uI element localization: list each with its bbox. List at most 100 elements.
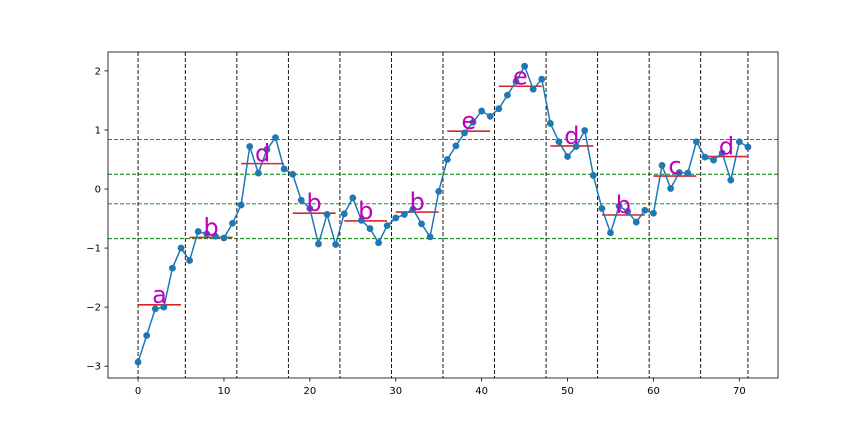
data-point (134, 358, 142, 366)
data-point (684, 169, 692, 177)
data-point (598, 205, 606, 212)
segment-label: d (719, 133, 734, 161)
plot-frame (107, 51, 779, 379)
segment-label: c (668, 152, 681, 180)
data-point (237, 201, 245, 209)
data-point (452, 142, 460, 150)
data-point (521, 62, 529, 70)
data-point (254, 169, 262, 177)
data-point (375, 239, 382, 247)
x-tick-label: 20 (303, 386, 316, 397)
data-point (203, 230, 211, 238)
data-point (194, 228, 202, 235)
y-tick-label: 2 (95, 66, 101, 77)
segment-label: b (203, 213, 218, 241)
data-point (418, 220, 425, 228)
segment-label: d (255, 140, 270, 168)
data-point (229, 219, 236, 227)
x-tick-label: 60 (647, 386, 660, 397)
data-point (589, 172, 597, 179)
data-point (504, 91, 511, 99)
data-point (675, 169, 683, 176)
data-point (272, 134, 279, 142)
data-point (169, 264, 176, 272)
data-point (426, 233, 434, 241)
data-point (692, 138, 700, 146)
data-point (572, 143, 580, 150)
data-point (160, 303, 168, 311)
x-tick-label: 30 (389, 386, 402, 397)
data-point (280, 165, 288, 173)
data-point (727, 176, 735, 184)
data-series (134, 62, 752, 366)
data-point (315, 240, 322, 248)
data-point (512, 78, 520, 85)
x-tick-label: 50 (561, 386, 574, 397)
data-point (151, 305, 159, 313)
segment-label: b (358, 197, 373, 225)
data-point (615, 202, 623, 210)
y-tick-label: −2 (86, 303, 101, 314)
segment-label: e (461, 107, 476, 135)
data-point (323, 211, 331, 218)
data-point (650, 209, 657, 217)
data-point (735, 138, 743, 146)
data-point (340, 210, 348, 218)
threshold-lines (108, 138, 778, 240)
x-tick-label: 40 (475, 386, 488, 397)
data-point (289, 170, 297, 178)
data-point (641, 206, 649, 214)
data-point (435, 187, 443, 195)
data-point (555, 138, 563, 146)
data-point (718, 149, 726, 157)
data-point (220, 234, 228, 242)
data-point (461, 129, 468, 137)
data-point (383, 222, 391, 230)
data-point (143, 332, 151, 339)
data-point (186, 257, 194, 264)
data-point (349, 194, 357, 202)
data-point (400, 211, 408, 218)
y-tick-label: −1 (86, 244, 101, 255)
data-point (581, 127, 589, 134)
data-point (658, 161, 666, 169)
data-point (357, 216, 365, 224)
data-point (392, 214, 400, 222)
segment-label: b (307, 189, 322, 217)
x-tick-label: 10 (218, 386, 231, 397)
data-point (469, 118, 477, 126)
data-point (246, 143, 254, 150)
x-axis: 0 10 20 30 40 50 60 70 (135, 378, 746, 397)
data-point (632, 218, 640, 226)
y-tick-label: 0 (95, 185, 101, 196)
data-point (607, 229, 614, 237)
data-point (538, 75, 546, 83)
data-point (564, 153, 571, 160)
data-point (409, 205, 417, 213)
x-tick-label: 0 (135, 386, 141, 397)
data-point (486, 112, 494, 120)
data-point (624, 208, 632, 215)
data-point (177, 244, 185, 252)
data-point (529, 85, 537, 93)
segment-boundaries (137, 52, 749, 378)
data-point (297, 196, 305, 204)
segment-label: b (616, 191, 631, 219)
data-point (546, 120, 554, 127)
segment-label: d (564, 122, 579, 150)
data-point (701, 153, 709, 161)
data-point (263, 146, 271, 153)
data-point (495, 105, 503, 113)
y-tick-label: −3 (86, 362, 101, 373)
data-point (332, 241, 340, 248)
y-tick-label: 1 (95, 125, 101, 136)
data-point (667, 185, 675, 192)
segment-label: e (513, 62, 528, 90)
data-point (443, 156, 451, 163)
data-point (478, 107, 486, 115)
data-point (710, 156, 717, 164)
segment-label: b (410, 188, 425, 216)
segment-labels: a b d b b b e e d b c d (152, 62, 734, 309)
